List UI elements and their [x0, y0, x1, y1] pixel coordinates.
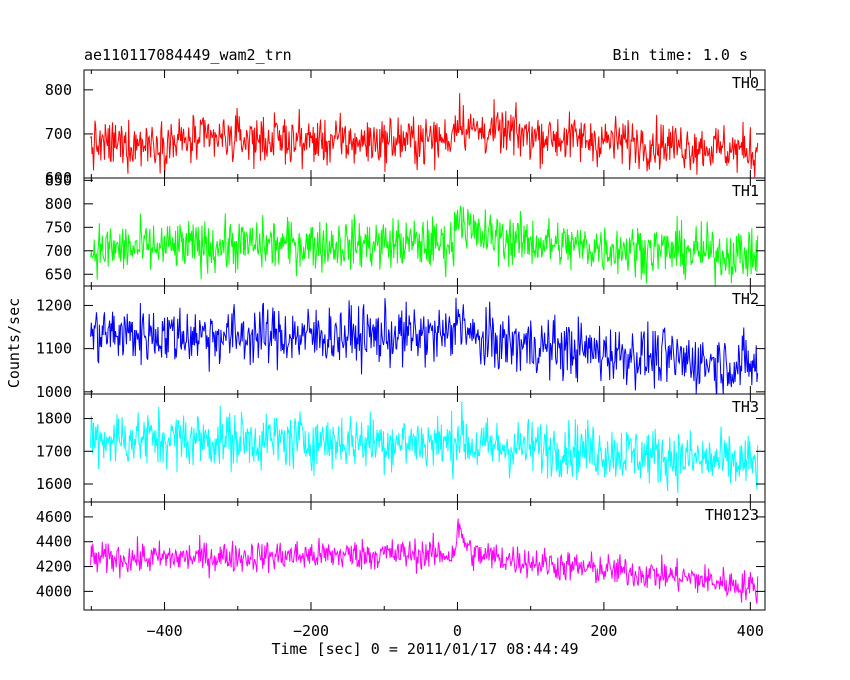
y-tick-label: 1000 — [36, 383, 72, 401]
y-tick-label: 4400 — [36, 533, 72, 551]
panel-frame — [83, 177, 766, 287]
y-tick-label: 1100 — [36, 340, 72, 358]
panel-th0: 600 700 800 TH0 — [45, 69, 766, 187]
x-tick-label: −200 — [293, 622, 329, 640]
y-tick-label: 4600 — [36, 508, 72, 526]
y-tick-label: 800 — [45, 81, 72, 99]
panel-th1: 650 700 750 800 850 TH1 — [45, 171, 766, 287]
y-tick-label: 650 — [45, 265, 72, 283]
panel-label: TH0 — [732, 74, 759, 92]
y-tick-label: 1200 — [36, 296, 72, 314]
x-tick-label: 400 — [737, 622, 764, 640]
chart-title-right: Bin time: 1.0 s — [613, 46, 748, 64]
y-tick-label: 1600 — [36, 475, 72, 493]
y-tick-label: 800 — [45, 195, 72, 213]
y-tick-label: 850 — [45, 171, 72, 189]
series-line-th3 — [90, 401, 759, 493]
y-tick-label: 600 — [45, 169, 72, 187]
x-tick-label: 0 — [453, 622, 462, 640]
x-tick-label: −400 — [146, 622, 182, 640]
x-tick-label: 200 — [590, 622, 617, 640]
panel-label: TH3 — [732, 398, 759, 416]
panel-label: TH0123 — [705, 506, 759, 524]
panels-group: 600 700 800 TH0 650 700 750 800 850 TH1 1000 1100 12… — [36, 69, 766, 611]
panel-label: TH2 — [732, 290, 759, 308]
chart-title-left: ae110117084449_wam2_trn — [84, 46, 292, 64]
panel-frame — [83, 501, 766, 611]
y-tick-label: 1800 — [36, 410, 72, 428]
x-axis: −400 −200 0 200 400 — [146, 622, 763, 640]
series-line-th1 — [90, 205, 759, 286]
panel-label: TH1 — [732, 182, 759, 200]
y-tick-label: 700 — [45, 125, 72, 143]
y-tick-label: 4000 — [36, 582, 72, 600]
y-tick-label: 1700 — [36, 442, 72, 460]
panel-th2: 1000 1100 1200 TH2 — [36, 285, 766, 401]
y-tick-label: 4200 — [36, 558, 72, 576]
y-axis-label: Counts/sec — [5, 298, 23, 388]
panel-th0123: 4000 4200 4400 4600 TH0123 — [36, 501, 766, 611]
series-line-th0 — [90, 93, 759, 178]
y-tick-label: 700 — [45, 242, 72, 260]
panel-th3: 1600 1700 1800 TH3 — [36, 393, 766, 503]
x-axis-label: Time [sec] 0 = 2011/01/17 08:44:49 — [271, 640, 578, 658]
y-tick-label: 750 — [45, 218, 72, 236]
series-line-th2 — [90, 297, 759, 394]
series-line-th0123 — [90, 518, 759, 604]
